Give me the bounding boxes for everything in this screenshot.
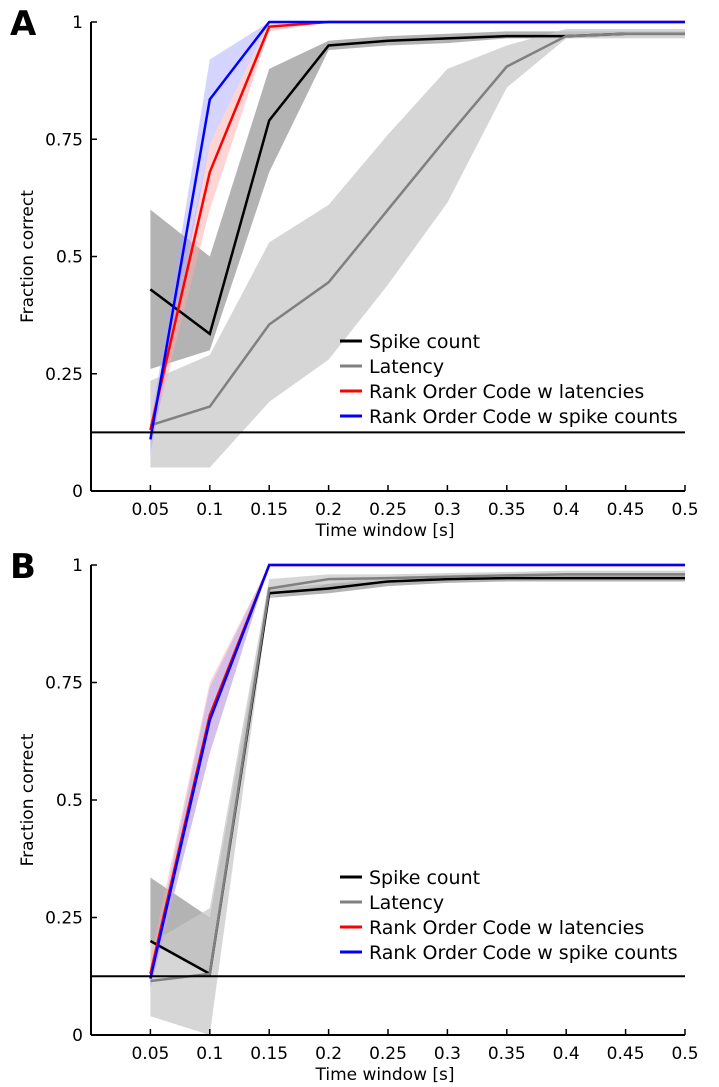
legend-label: Rank Order Code w latencies — [369, 381, 644, 403]
x-tick-label: 0.3 — [434, 1044, 461, 1064]
series-band-1 — [150, 570, 685, 1035]
series-line-3 — [149, 563, 685, 979]
y-axis-label: Fraction correct — [18, 190, 38, 323]
x-axis-label: Time window [s] — [314, 1065, 454, 1085]
series-line-0 — [149, 576, 685, 976]
series-line-1 — [150, 573, 685, 983]
x-tick-label: 0.1 — [196, 1044, 223, 1064]
series-band-0 — [150, 31, 685, 370]
y-tick-label: 1 — [72, 556, 83, 576]
y-tick-label: 1 — [72, 13, 83, 33]
x-tick-label: 0.25 — [369, 500, 407, 520]
x-tick-label: 0.2 — [315, 500, 342, 520]
x-tick-label: 0.45 — [607, 1044, 645, 1064]
y-tick-label: 0.5 — [56, 248, 83, 268]
legend-label: Spike count — [369, 867, 480, 889]
legend-label: Latency — [369, 356, 444, 378]
y-tick-label: 0 — [72, 482, 83, 502]
x-tick-label: 0.35 — [488, 1044, 526, 1064]
x-tick-label: 0.5 — [671, 500, 698, 520]
panel-letter: B — [10, 547, 36, 587]
x-tick-label: 0.05 — [131, 500, 169, 520]
x-tick-label: 0.15 — [250, 500, 288, 520]
panel-letter: A — [10, 4, 37, 44]
panel-a: A 0 0.25 0.5 0.75 1 0.05 0.1 0.15 0.2 0.25 0.3 0.35 0… — [10, 4, 699, 541]
legend-label: Spike count — [369, 331, 480, 353]
series-line-3 — [149, 20, 685, 440]
y-tick-label: 0.25 — [45, 909, 83, 929]
x-tick-label: 0.3 — [434, 500, 461, 520]
y-tick-label: 0.75 — [45, 674, 83, 694]
y-tick-label: 0.5 — [56, 791, 83, 811]
x-tick-label: 0.45 — [607, 500, 645, 520]
x-tick-label: 0.05 — [131, 1044, 169, 1064]
x-tick-label: 0.2 — [315, 1044, 342, 1064]
x-tick-label: 0.35 — [488, 500, 526, 520]
y-axis-label: Fraction correct — [18, 733, 38, 866]
series-band-1 — [150, 29, 685, 468]
y-tick-label: 0 — [72, 1026, 83, 1046]
legend-label: Rank Order Code w spike counts — [369, 406, 678, 428]
x-tick-label: 0.4 — [553, 1044, 580, 1064]
x-tick-label: 0.1 — [196, 500, 223, 520]
panel-b: B 0 0.25 0.5 0.75 1 0.05 0.1 0.15 0.2 0.25 0.3 0.35 0… — [10, 547, 699, 1085]
legend-label: Latency — [369, 892, 444, 914]
series-line-1 — [150, 32, 685, 427]
legend-label: Rank Order Code w spike counts — [369, 942, 678, 964]
legend: Spike count Latency Rank Order Code w late… — [340, 331, 678, 428]
legend: Spike count Latency Rank Order Code w late… — [340, 867, 678, 964]
x-tick-label: 0.25 — [369, 1044, 407, 1064]
x-tick-label: 0.15 — [250, 1044, 288, 1064]
legend-label: Rank Order Code w latencies — [369, 917, 644, 939]
y-tick-label: 0.25 — [45, 365, 83, 385]
x-tick-label: 0.5 — [671, 1044, 698, 1064]
x-axis-label: Time window [s] — [314, 521, 454, 541]
y-tick-label: 0.75 — [45, 130, 83, 150]
x-tick-label: 0.4 — [553, 500, 580, 520]
